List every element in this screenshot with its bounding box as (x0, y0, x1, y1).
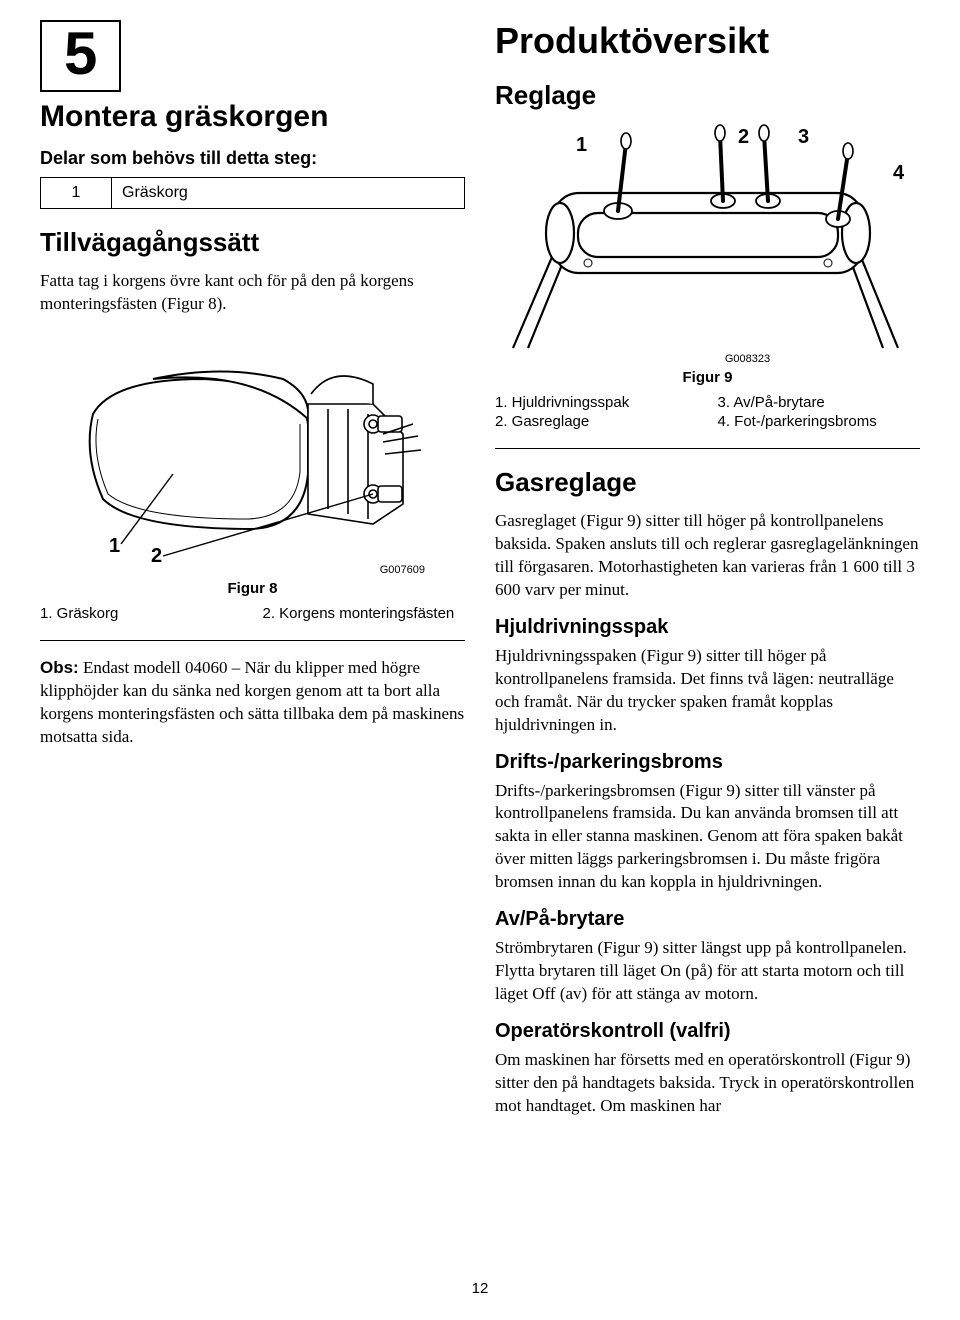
traction-text: Hjuldrivningsspaken (Figur 9) sitter til… (495, 645, 920, 737)
controls-title: Reglage (495, 80, 920, 111)
traction-heading: Hjuldrivningsspak (495, 616, 920, 639)
onoff-heading: Av/På-brytare (495, 908, 920, 931)
fig8-legend: 1. Gräskorg 2. Korgens monteringsfästen (40, 603, 465, 624)
figure-9: 1 2 3 4 G008323 Figur 9 (495, 123, 920, 386)
callout-2: 2 (738, 126, 749, 148)
figure-8: 1 2 G007609 Figur 8 (40, 324, 465, 597)
parts-table: 1 Gräskorg (40, 177, 465, 209)
opc-heading: Operatörskontroll (valfri) (495, 1020, 920, 1043)
fig9-legend: 1. Hjuldrivningsspak 2. Gasreglage 3. Av… (495, 392, 920, 432)
figure-8-svg: 1 2 (73, 324, 433, 564)
throttle-heading: Gasreglage (495, 467, 920, 498)
callout-1: 1 (576, 134, 587, 156)
divider (40, 640, 465, 641)
note-label: Obs: (40, 658, 79, 677)
note-text: Endast modell 04060 – När du klipper med… (40, 658, 464, 746)
procedure-heading: Tillvägagångssätt (40, 227, 465, 258)
legend-item: 3. Av/På-brytare (718, 394, 921, 411)
procedure-text: Fatta tag i korgens övre kant och för på… (40, 270, 465, 316)
fig9-caption: Figur 9 (682, 369, 732, 386)
fig8-caption: Figur 8 (227, 580, 277, 597)
legend-item: 2. Gasreglage (495, 413, 698, 430)
fig8-gcode: G007609 (0, 564, 505, 576)
legend-item: 4. Fot-/parkeringsbroms (718, 413, 921, 430)
callout-3: 3 (798, 126, 809, 148)
onoff-text: Strömbrytaren (Figur 9) sitter längst up… (495, 937, 920, 1006)
parts-qty: 1 (41, 178, 112, 209)
figure-9-svg: 1 2 3 4 (498, 123, 918, 353)
note-paragraph: Obs: Endast modell 04060 – När du klippe… (40, 657, 465, 749)
table-row: 1 Gräskorg (41, 178, 465, 209)
step-number-box: 5 (40, 20, 121, 92)
legend-item: 2. Korgens monteringsfästen (263, 605, 466, 622)
brake-heading: Drifts-/parkeringsbroms (495, 751, 920, 774)
callout-2: 2 (151, 545, 162, 564)
parts-label: Delar som behövs till detta steg: (40, 148, 465, 169)
callout-1: 1 (109, 535, 120, 557)
callout-4: 4 (893, 162, 905, 184)
fig9-gcode: G008323 (455, 353, 960, 365)
parts-name: Gräskorg (112, 178, 465, 209)
opc-text: Om maskinen har försetts med en operatör… (495, 1049, 920, 1118)
throttle-text: Gasreglaget (Figur 9) sitter till höger … (495, 510, 920, 602)
divider (495, 448, 920, 449)
overview-title: Produktöversikt (495, 20, 920, 62)
left-title: Montera gräskorgen (40, 100, 465, 134)
legend-item: 1. Gräskorg (40, 605, 243, 622)
brake-text: Drifts-/parkeringsbromsen (Figur 9) sitt… (495, 780, 920, 895)
page-number: 12 (0, 1280, 960, 1307)
legend-item: 1. Hjuldrivningsspak (495, 394, 698, 411)
